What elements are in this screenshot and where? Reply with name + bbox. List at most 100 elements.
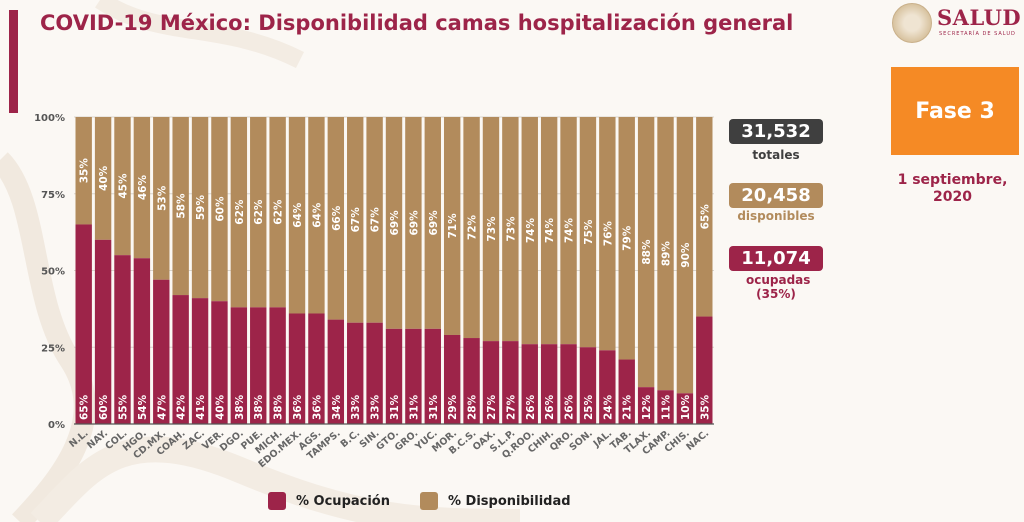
y-tick-label: 25% <box>41 343 65 354</box>
bar-available <box>385 117 403 329</box>
data-label-occupied: 38% <box>234 394 246 420</box>
kpi-available: 20,458 disponibles <box>729 183 823 223</box>
data-label-occupied: 40% <box>214 394 226 420</box>
data-label-available: 62% <box>273 199 285 225</box>
data-label-available: 89% <box>661 241 673 267</box>
data-label-available: 60% <box>214 196 226 222</box>
data-label-available: 46% <box>137 175 149 201</box>
bar-occupied <box>618 359 635 424</box>
data-label-available: 64% <box>292 202 304 228</box>
bar-occupied <box>327 319 345 424</box>
data-label-available: 76% <box>602 221 614 247</box>
data-label-occupied: 31% <box>428 394 440 420</box>
bar-occupied <box>114 255 131 424</box>
data-label-occupied: 31% <box>389 394 401 420</box>
legend-swatch-available <box>420 492 438 510</box>
data-label-available: 73% <box>505 216 517 242</box>
salud-logo: SALUD SECRETARÍA DE SALUD <box>892 3 1022 43</box>
report-date: 1 septiembre, 2020 <box>897 172 1008 205</box>
bar-available <box>521 117 538 345</box>
bar-available <box>250 117 267 308</box>
data-label-occupied: 27% <box>486 394 498 420</box>
x-axis: N.L.NAY.COL.HGO.CD.MX.COAH.ZAC.VER.DGO.P… <box>67 423 714 470</box>
bar-occupied <box>579 347 597 424</box>
bar-available <box>94 117 112 240</box>
bar-available <box>308 117 325 314</box>
bar-occupied <box>637 387 655 424</box>
bar-occupied <box>560 344 577 424</box>
phase-badge: Fase 3 <box>891 67 1019 155</box>
data-label-occupied: 33% <box>370 394 382 420</box>
bar-available <box>211 117 228 302</box>
kpi-occupied-value: 11,074 <box>729 246 823 271</box>
data-label-available: 58% <box>176 193 188 219</box>
legend-item-occupied: % Ocupación <box>268 492 390 510</box>
data-label-available: 90% <box>680 242 692 268</box>
data-label-available: 75% <box>583 219 595 245</box>
x-tick-label: B.C. <box>339 428 362 450</box>
data-label-available: 66% <box>331 205 343 231</box>
bar-occupied <box>405 328 422 424</box>
kpi-available-label: disponibles <box>737 209 815 223</box>
bar-occupied <box>502 341 519 424</box>
bar-occupied <box>366 322 383 424</box>
data-label-occupied: 26% <box>525 394 537 420</box>
bar-occupied <box>172 295 189 424</box>
data-label-occupied: 12% <box>641 394 653 420</box>
bar-available <box>327 117 345 320</box>
bar-available <box>676 117 694 394</box>
data-label-occupied: 38% <box>273 394 285 420</box>
data-label-occupied: 55% <box>117 394 129 420</box>
bar-available <box>172 117 189 296</box>
bar-available <box>114 117 131 256</box>
bar-available <box>443 117 461 335</box>
bar-available <box>579 117 597 348</box>
logo-name: SALUD <box>937 5 1022 30</box>
bar-occupied <box>94 239 112 424</box>
bar-available <box>657 117 674 391</box>
data-label-available: 40% <box>98 165 110 191</box>
kpi-occupied: 11,074 ocupadas (35%) <box>729 246 823 301</box>
data-label-occupied: 54% <box>137 394 149 420</box>
data-label-occupied: 42% <box>176 394 188 420</box>
data-label-occupied: 28% <box>467 394 479 420</box>
data-label-available: 73% <box>486 216 498 242</box>
bar-occupied <box>269 307 286 424</box>
y-tick-label: 75% <box>41 190 65 201</box>
bars: 65% 35% 60% 40% 55% 45% 54% 46% 47% 53% 42% 58% 41% 5… <box>75 117 713 424</box>
data-label-available: 69% <box>428 210 440 236</box>
bar-occupied <box>288 313 306 424</box>
coat-of-arms-icon <box>892 3 932 43</box>
bar-occupied <box>657 390 674 424</box>
bar-occupied <box>75 224 92 424</box>
bar-available <box>560 117 577 345</box>
data-label-available: 62% <box>253 199 265 225</box>
data-label-occupied: 35% <box>699 394 711 420</box>
data-label-occupied: 47% <box>156 394 168 420</box>
data-label-available: 74% <box>564 218 576 244</box>
bar-available <box>133 117 151 259</box>
bar-available <box>482 117 500 342</box>
bar-available <box>366 117 383 323</box>
kpi-total: 31,532 totales <box>729 119 823 162</box>
bar-occupied <box>230 307 248 424</box>
bar-occupied <box>385 328 403 424</box>
bar-available <box>618 117 635 360</box>
y-axis: 0% 25% 50% 75% 100% <box>34 113 65 431</box>
data-label-occupied: 26% <box>544 394 556 420</box>
data-label-available: 79% <box>622 225 634 251</box>
kpi-occupied-label: ocupadas (35%) <box>746 273 811 301</box>
data-label-available: 64% <box>311 202 323 228</box>
kpi-total-label: totales <box>752 148 800 162</box>
data-label-available: 69% <box>389 210 401 236</box>
bar-occupied <box>211 301 228 424</box>
data-label-occupied: 10% <box>680 394 692 420</box>
legend: % Ocupación % Disponibilidad <box>268 492 571 510</box>
x-tick-label: NAC. <box>684 428 711 453</box>
logo-subtitle: SECRETARÍA DE SALUD <box>939 31 1016 37</box>
bar-available <box>540 117 558 345</box>
bar-occupied <box>463 338 480 424</box>
bar-occupied <box>676 393 694 424</box>
bar-available <box>288 117 306 314</box>
